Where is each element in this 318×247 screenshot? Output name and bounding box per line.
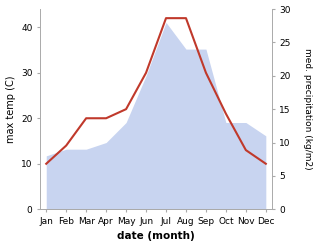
Y-axis label: max temp (C): max temp (C) bbox=[5, 75, 16, 143]
Y-axis label: med. precipitation (kg/m2): med. precipitation (kg/m2) bbox=[303, 48, 313, 170]
X-axis label: date (month): date (month) bbox=[117, 231, 195, 242]
